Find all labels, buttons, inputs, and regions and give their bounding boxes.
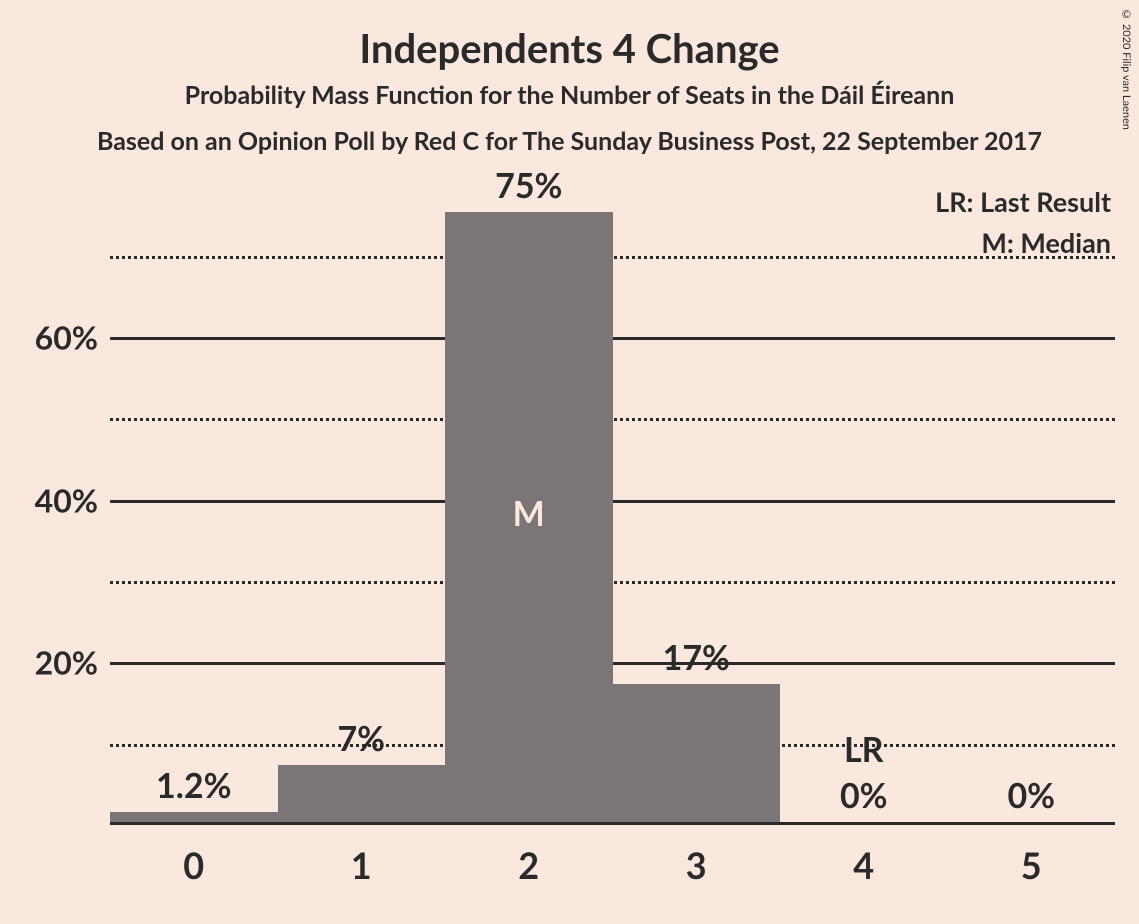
plot-area: 20%40%60%1.2%07%175%M217%30%LR40%5LR: La…	[110, 215, 1115, 825]
x-tick-label: 4	[853, 843, 874, 887]
chart-container: Independents 4 Change Probability Mass F…	[0, 0, 1139, 924]
bar-value-label: 0%	[840, 775, 888, 816]
gridline-major	[110, 337, 1115, 340]
annotation-lr: LR	[844, 729, 884, 770]
x-tick-label: 5	[1021, 843, 1042, 887]
copyright-text: © 2020 Filip van Laenen	[1120, 8, 1133, 130]
y-tick-label: 60%	[35, 318, 110, 357]
chart-subtitle-1: Probability Mass Function for the Number…	[0, 80, 1139, 110]
legend-label: LR: Last Result	[935, 185, 1111, 218]
x-tick-label: 1	[351, 843, 372, 887]
legend-label: M: Median	[981, 226, 1111, 259]
chart-title: Independents 4 Change	[0, 24, 1139, 72]
gridline-major	[110, 662, 1115, 665]
gridline-minor	[110, 418, 1115, 421]
x-tick-label: 3	[686, 843, 707, 887]
gridline-minor	[110, 256, 1115, 259]
chart-subtitle-2: Based on an Opinion Poll by Red C for Th…	[0, 126, 1139, 156]
gridline-major	[110, 500, 1115, 503]
bar-value-label: 7%	[337, 718, 385, 759]
bar	[278, 765, 446, 822]
x-tick-label: 2	[518, 843, 539, 887]
bar-inner-label: M	[513, 493, 545, 534]
bar-value-label: 0%	[1007, 775, 1055, 816]
y-tick-label: 20%	[35, 643, 110, 682]
bar	[613, 684, 781, 822]
bar-value-label: 1.2%	[156, 765, 231, 806]
bar-value-label: 75%	[495, 165, 562, 206]
bar-value-label: 17%	[663, 637, 730, 678]
x-tick-label: 0	[183, 843, 204, 887]
bar	[110, 812, 278, 822]
y-tick-label: 40%	[35, 480, 110, 519]
gridline-minor	[110, 581, 1115, 584]
